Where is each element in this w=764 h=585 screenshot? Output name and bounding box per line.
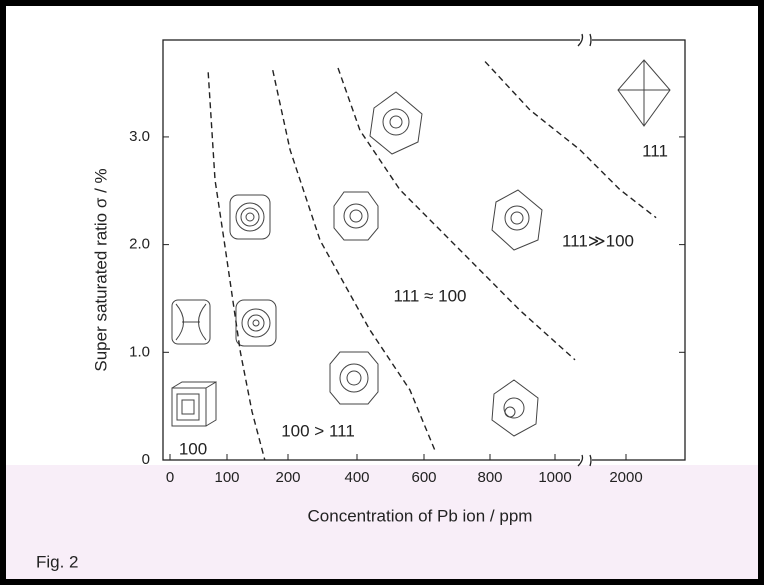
region-label: 111≫100 bbox=[562, 231, 634, 250]
y-axis-label: Super saturated ratio σ / % bbox=[91, 168, 110, 371]
boundary-line bbox=[272, 70, 436, 451]
x-tick-label: 600 bbox=[411, 469, 436, 486]
y-tick-label: 1.0 bbox=[129, 343, 150, 360]
y-tick-label: 0 bbox=[142, 451, 150, 468]
boundary-line bbox=[337, 67, 576, 361]
x-tick-label: 100 bbox=[214, 469, 239, 486]
region-label: 100 bbox=[179, 439, 207, 458]
x-tick-label: 0 bbox=[166, 469, 174, 486]
axis-break bbox=[577, 33, 592, 467]
x-tick-label: 1000 bbox=[538, 469, 571, 486]
region-label: 111 ≈ 100 bbox=[394, 286, 467, 305]
x-tick-label: 400 bbox=[344, 469, 369, 486]
caption: Fig. 2 bbox=[36, 552, 79, 571]
crystal-icons bbox=[171, 59, 671, 437]
x-axis-label: Concentration of Pb ion / ppm bbox=[308, 506, 533, 525]
x-tick-label: 800 bbox=[477, 469, 502, 486]
region-label: 111 bbox=[642, 141, 668, 160]
x-tick-label: 200 bbox=[275, 469, 300, 486]
x-tick-label: 2000 bbox=[609, 469, 642, 486]
y-tick-label: 2.0 bbox=[129, 236, 150, 253]
y-tick-label: 3.0 bbox=[129, 128, 150, 145]
boundary-line bbox=[484, 61, 657, 219]
region-label: 100 > 111 bbox=[281, 421, 355, 440]
boundary-line bbox=[207, 72, 266, 461]
background-band bbox=[0, 465, 764, 585]
